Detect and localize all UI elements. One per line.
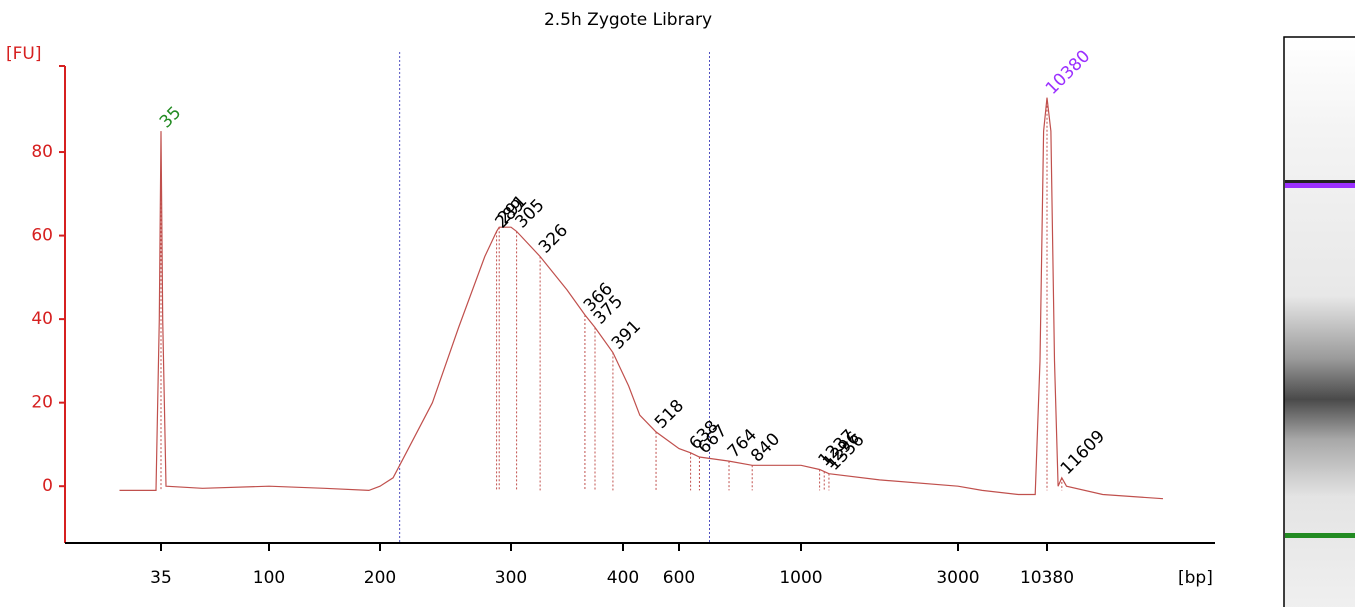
x-tick-label: 10380 — [1020, 568, 1074, 588]
chart-title: 2.5h Zygote Library — [544, 10, 712, 30]
y-tick-label: 60 — [31, 226, 53, 246]
y-tick-label: 0 — [42, 476, 53, 496]
y-tick-label: 20 — [31, 393, 53, 413]
x-tick-label: 300 — [495, 568, 527, 588]
y-tick-label: 40 — [31, 309, 53, 329]
y-tick-label: 80 — [31, 142, 53, 162]
gel-lane — [1283, 36, 1355, 611]
peak-label: 10380 — [1042, 46, 1094, 98]
x-tick-label: 1000 — [779, 568, 822, 588]
peak-label: 35 — [156, 103, 185, 132]
x-tick-label: 400 — [607, 568, 639, 588]
y-axis-label: [FU] — [6, 44, 42, 64]
trace — [119, 97, 1164, 500]
x-tick-label: 200 — [364, 568, 396, 588]
peak-label: 326 — [535, 220, 572, 257]
peak-label: 518 — [651, 396, 688, 433]
x-tick-label: 600 — [663, 568, 695, 588]
x-tick-label: 100 — [253, 568, 285, 588]
x-tick-label: 35 — [150, 568, 172, 588]
x-tick-label: 3000 — [936, 568, 979, 588]
peak-label: 11609 — [1057, 427, 1109, 479]
peak-label: 391 — [608, 317, 645, 354]
x-axis-label: [bp] — [1178, 568, 1213, 588]
